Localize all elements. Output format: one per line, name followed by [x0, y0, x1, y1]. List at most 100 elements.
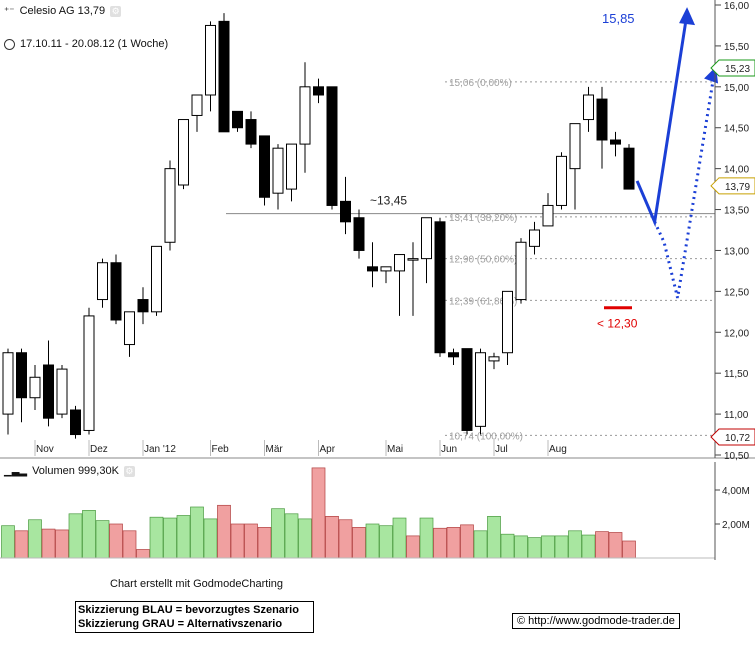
- candle-body: [475, 352, 486, 427]
- volume-bar: [581, 534, 596, 559]
- volume-bar: [365, 523, 380, 559]
- candle-body: [245, 119, 257, 145]
- candle-body: [610, 139, 621, 145]
- candle-body: [583, 94, 594, 121]
- period-header: 17.10.11 - 20.08.12 (1 Woche): [4, 38, 168, 50]
- candle-body: [164, 168, 176, 243]
- time-tick-label: Nov: [36, 444, 54, 455]
- time-tick-label: Dez: [90, 444, 108, 455]
- volume-bar: [1, 525, 15, 559]
- fib-label: 13,41 (38,20%): [449, 213, 517, 224]
- time-tick-label: Mär: [266, 444, 284, 455]
- volume-bar: [460, 524, 474, 559]
- gear-icon[interactable]: ⚙: [110, 5, 122, 17]
- time-tick-label: Jul: [495, 444, 508, 455]
- volume-bar: [298, 518, 312, 559]
- price-tick-label: 10,50: [724, 451, 749, 462]
- volume-bar: [379, 525, 393, 559]
- instrument-header: ⁺⁻ Celesio AG 13,79 ⚙: [4, 5, 122, 17]
- volume-bar: [352, 527, 366, 559]
- price-badge-label: 13,79: [725, 182, 750, 193]
- volume-bar: [527, 537, 542, 559]
- time-tick-label: Feb: [212, 444, 230, 455]
- volume-bar: [419, 517, 434, 559]
- volume-bar: [257, 527, 272, 559]
- candle-body: [380, 266, 392, 272]
- candle-body: [623, 147, 635, 190]
- fib-label: 15,06 (0,00%): [449, 78, 512, 89]
- created-with-note: Chart erstellt mit GodmodeCharting: [110, 578, 284, 590]
- preferred-scenario-arrowhead: [679, 7, 696, 26]
- volume-bar: [473, 530, 488, 559]
- candle-body: [421, 217, 432, 260]
- price-badge: [710, 177, 755, 195]
- volume-bar: [433, 527, 447, 559]
- candle-body: [299, 86, 311, 145]
- gear-icon[interactable]: ⚙: [123, 465, 135, 477]
- price-tick-label: 14,50: [724, 124, 749, 135]
- price-tick-label: 11,00: [724, 410, 749, 421]
- price-tick-label: 15,00: [724, 83, 749, 94]
- price-tick-label: 13,00: [724, 246, 749, 257]
- candle-body: [110, 262, 122, 321]
- volume-bar: [500, 533, 515, 559]
- volume-bar: [149, 516, 164, 559]
- volume-bar: [217, 504, 231, 559]
- candle-body: [488, 356, 500, 362]
- volume-bar: [514, 535, 528, 559]
- candle-body: [286, 143, 297, 190]
- volume-tick-label: 2,00M: [722, 520, 750, 531]
- candle-body: [43, 364, 54, 419]
- candle-body: [29, 376, 41, 399]
- candlestick-series: [2, 13, 635, 439]
- volume-bar: [28, 519, 42, 559]
- volume-label: Volumen 999,30K: [32, 465, 119, 477]
- volume-bar: [163, 517, 177, 559]
- time-tick-label: Apr: [320, 444, 336, 455]
- candle-body: [137, 299, 149, 313]
- candle-body: [272, 147, 284, 194]
- candle-body: [124, 311, 135, 346]
- volume-bar: [406, 535, 420, 559]
- candle-body: [259, 135, 270, 198]
- scenario-sketches: 15,85 < 12,30: [597, 7, 719, 331]
- volume-bar: [14, 530, 29, 559]
- price-axis: 10,50 11,00 11,50 12,00 12,50 13,00 13,50 14,00…: [714, 0, 749, 462]
- candle-body: [151, 245, 162, 313]
- candle-body: [596, 98, 608, 141]
- volume-header: ▁▃▂ Volumen 999,30K ⚙: [4, 465, 135, 477]
- volume-bar: [122, 530, 137, 559]
- source-credit-link[interactable]: © http://www.godmode-trader.de: [512, 613, 680, 629]
- time-tick-label: Aug: [549, 444, 567, 455]
- candle-body: [232, 110, 243, 129]
- candle-body: [353, 217, 365, 251]
- volume-bar: [608, 532, 623, 559]
- volume-bar: [230, 523, 245, 559]
- price-badge: [710, 59, 755, 77]
- volume-bar: [55, 529, 69, 559]
- volume-bar: [82, 510, 96, 559]
- fib-label: 10,74 (100,00%): [449, 431, 523, 442]
- candle-body: [313, 86, 324, 96]
- legend-gray: Skizzierung GRAU = Alternativszenario: [78, 618, 283, 630]
- chart-type-icon: ⁺⁻: [4, 5, 15, 17]
- candle-body: [556, 155, 567, 206]
- clock-icon: [4, 38, 15, 50]
- candle-body: [326, 86, 338, 206]
- candle-body: [434, 221, 446, 354]
- price-badges: 15,23 13,79 10,72: [710, 59, 755, 446]
- preferred-scenario-line: [635, 12, 689, 228]
- candle-body: [502, 290, 513, 354]
- candle-body: [56, 368, 68, 415]
- candle-body: [394, 254, 405, 272]
- volume-bar: [95, 520, 110, 559]
- price-tick-label: 15,50: [724, 42, 749, 53]
- price-tick-label: 12,50: [724, 287, 749, 298]
- candle-body: [83, 315, 95, 431]
- candle-body: [178, 119, 189, 186]
- volume-icon: ▁▃▂: [4, 465, 28, 477]
- volume-series: [1, 467, 636, 559]
- volume-bar: [244, 523, 258, 559]
- candle-body: [218, 20, 230, 133]
